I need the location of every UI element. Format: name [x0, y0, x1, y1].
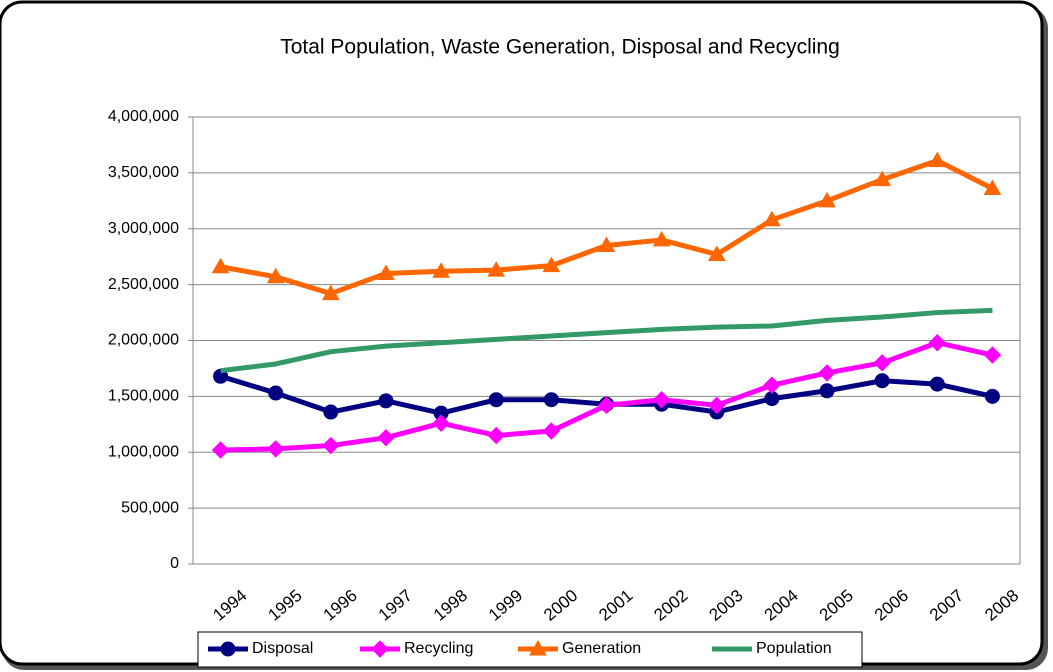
- legend-label: Population: [756, 640, 832, 657]
- data-point: [652, 230, 671, 247]
- y-tick-label: 2,500,000: [108, 276, 179, 293]
- chart-title: Total Population, Waste Generation, Disp…: [280, 36, 840, 59]
- data-point: [983, 179, 1002, 196]
- y-tick-label: 4,000,000: [108, 108, 179, 125]
- y-tick-label: 1,500,000: [108, 388, 179, 405]
- data-point: [211, 441, 230, 459]
- data-point: [432, 414, 450, 432]
- data-point: [432, 262, 450, 278]
- data-point: [488, 392, 504, 408]
- data-point: [763, 210, 781, 227]
- data-point: [819, 383, 835, 399]
- data-point: [487, 261, 506, 277]
- data-point: [597, 396, 616, 415]
- data-point: [874, 373, 890, 389]
- legend-label: Generation: [562, 640, 641, 657]
- data-point: [597, 236, 616, 253]
- data-point: [211, 257, 230, 274]
- legend-marker: [220, 641, 236, 657]
- series-line: [220, 307, 993, 374]
- data-point: [543, 392, 559, 408]
- data-point: [268, 385, 284, 401]
- data-point: [487, 426, 505, 445]
- data-point: [763, 376, 781, 394]
- data-point: [929, 376, 945, 392]
- data-point: [873, 170, 892, 187]
- data-point: [377, 429, 395, 447]
- legend-marker: [371, 640, 389, 658]
- y-tick-label: 500,000: [121, 499, 179, 516]
- y-tick-label: 3,000,000: [108, 220, 179, 237]
- y-tick-label: 1,000,000: [108, 443, 179, 460]
- data-point: [983, 346, 1002, 364]
- data-point: [708, 396, 726, 415]
- data-point: [818, 364, 836, 382]
- legend-label: Disposal: [252, 640, 313, 657]
- data-point: [542, 256, 561, 273]
- legend-label: Recycling: [404, 640, 473, 657]
- legend-marker: [529, 639, 547, 656]
- data-point: [928, 151, 947, 168]
- data-point: [984, 388, 1000, 404]
- data-point: [542, 422, 561, 440]
- data-point: [928, 334, 947, 352]
- data-point: [818, 191, 836, 208]
- y-tick-label: 2,000,000: [108, 332, 179, 349]
- data-point: [652, 391, 671, 409]
- data-point: [266, 267, 285, 284]
- data-point: [873, 354, 891, 372]
- data-point: [378, 393, 394, 409]
- data-point: [321, 284, 340, 301]
- data-point: [323, 404, 339, 420]
- y-tick-label: 3,500,000: [108, 164, 179, 181]
- data-point: [266, 440, 285, 458]
- data-point: [322, 436, 340, 455]
- y-tick-label: 0: [170, 555, 179, 572]
- data-point: [377, 264, 395, 280]
- data-point: [707, 245, 726, 261]
